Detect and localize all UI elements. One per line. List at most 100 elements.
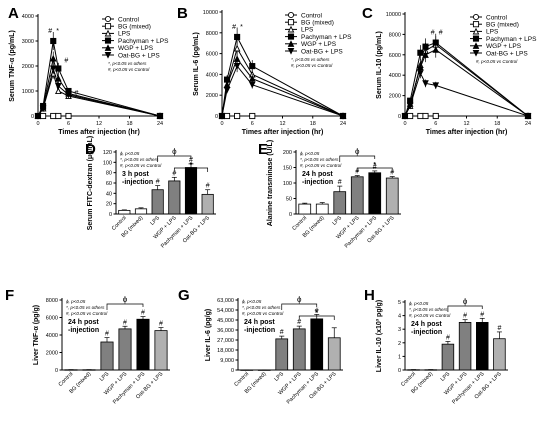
panel-b-significance-note: #, p<0.05 vs Control [291, 63, 333, 68]
panel-e-y-tick-label: 150 [283, 166, 292, 172]
panel-d-bar [201, 193, 214, 215]
panel-g-star-bracket [298, 315, 335, 320]
panel-a-legend-label: Pachyman + LPS [118, 38, 169, 45]
panel-c-x-tick-label: 12 [463, 121, 469, 127]
panel-d-bar [184, 167, 198, 215]
panel-h-bar [476, 321, 489, 371]
panel-a-data-point [65, 91, 72, 99]
panel-a-significance-mark: # [75, 90, 79, 97]
panel-f-y-axis-label: Liver TNF-α (pg/g) [33, 305, 40, 365]
panel-e-star-bracket [356, 167, 393, 172]
panel-h-significance-note: ϕ, p<0.05 [409, 301, 429, 306]
panel-e-chart: E 0 50 100 150 200 Alanine transminase (U/L) Co… [258, 140, 401, 250]
panel-c-legend-label: Control [486, 14, 508, 21]
panel-a-legend-label: WGP + LPS [118, 45, 154, 52]
panel-f-y-tick-label: 6000 [46, 316, 58, 322]
panel-g-y-tick-label: 63,000 [217, 298, 234, 304]
panel-b-y-tick-label: 8000 [206, 31, 218, 37]
panel-h-panel-label: H [364, 287, 375, 304]
panel-a-data-point [55, 87, 62, 95]
panel-e-bar [298, 203, 312, 215]
panel-c-x-tick-label: 6 [434, 121, 437, 127]
panel-h-bar [458, 321, 472, 371]
panel-h-y-tick-label: 1 [398, 354, 401, 360]
panel-d-y-tick-label: 60 [106, 181, 112, 187]
panel-a-legend-marker [104, 23, 112, 30]
panel-a-data-point [55, 82, 62, 90]
panel-h-significance-note: #, p<0.05 vs Control [409, 313, 451, 318]
panel-a-legend-label: Control [118, 16, 140, 23]
panel-b-data-point [233, 63, 241, 70]
panel-a-x-tick-label: 12 [96, 121, 102, 127]
panel-f-panel-label: F [5, 287, 14, 304]
panel-a-legend-marker [104, 51, 112, 59]
panel-a-series-5 [34, 62, 164, 120]
panel-c-legend-marker [472, 21, 480, 28]
panel-c-data-point [432, 46, 440, 53]
panel-g-panel-label: G [178, 287, 190, 304]
panel-d-significance-note: *, p<0.05 vs others [120, 157, 159, 162]
panel-c-legend-label: Pachyman + LPS [486, 36, 537, 43]
panel-e-panel-label: E [258, 141, 268, 158]
panel-b-significance-mark: * [240, 24, 243, 31]
panel-b-data-point [248, 81, 256, 89]
panel-b-panel-label: B [177, 5, 188, 22]
panel-c-x-tick-label: 18 [494, 121, 500, 127]
panel-h-y-tick-label: 5 [398, 300, 401, 306]
panel-e-significance-note: *, p<0.05 vs others [300, 157, 339, 162]
panel-h-annotation-line2: -injection [411, 329, 442, 336]
panel-f-category-label: LPS [99, 371, 111, 383]
panel-a-y-tick-label: 3000 [22, 39, 34, 45]
panel-h-phi-mark: ϕ [463, 297, 468, 306]
panel-g-significance-mark: # [297, 319, 301, 326]
panel-a-data-point [156, 112, 164, 120]
panel-a-legend-marker [104, 37, 112, 44]
panel-e-bar [333, 191, 347, 215]
panel-d-y-tick-label: 120 [103, 150, 112, 156]
panel-c-legend-label: Oat-BG + LPS [486, 50, 528, 57]
panel-g-annotation: 24 h post [244, 319, 275, 326]
panel-g-y-tick-label: 27,000 [217, 338, 234, 344]
panel-d-y-axis-label: Serum FITC-dextran (μg/mL) [87, 136, 94, 231]
panel-f-significance-note: ϕ, p<0.05 [66, 299, 86, 304]
panel-a-y-tick-label: 0 [31, 114, 34, 120]
panel-e-bar [368, 172, 382, 215]
panel-h-y-tick-label: 0 [398, 368, 401, 374]
panel-f-bar [100, 341, 114, 371]
panel-c-y-tick-label: 2000 [389, 94, 401, 100]
panel-g-y-tick-label: 18,000 [217, 348, 234, 354]
panel-b-legend-label: WGP + LPS [301, 41, 337, 48]
panel-c-y-tick-label: 6000 [389, 53, 401, 59]
panel-d-chart: D 0 20 40 60 80 100 120 Serum FITC-dextran (μg/m… [85, 136, 216, 250]
panel-a-legend-label: LPS [118, 31, 131, 38]
panel-b-x-tick-label: 18 [310, 121, 316, 127]
panel-c-y-tick-label: 8000 [389, 32, 401, 38]
panel-a-data-point [50, 37, 57, 45]
panel-d-significance-note: #, p<0.05 vs Control [120, 163, 162, 168]
panel-b-legend-label: LPS [301, 27, 314, 34]
panel-e-bar [350, 176, 364, 215]
panel-h-significance-mark: # [480, 311, 484, 318]
panel-a-panel-label: A [8, 5, 19, 22]
panel-e-significance-mark: # [338, 179, 342, 186]
panel-f-annotation: 24 h post [68, 319, 99, 326]
panel-c-data-point [417, 49, 424, 56]
panel-a-y-tick-label: 2000 [22, 64, 34, 70]
panel-b-y-tick-label: 2000 [206, 93, 218, 99]
panel-e-significance-note: ϕ, p<0.05 [300, 151, 320, 156]
panel-a-y-tick-label: 1000 [22, 89, 34, 95]
panel-f-y-tick-label: 8000 [46, 298, 58, 304]
panel-h-category-label: LPS [440, 371, 452, 383]
panel-f-chart: F 0 2000 4000 6000 8000 Liver TNF-α (pg/g) Cont… [5, 287, 170, 406]
panel-b-legend-label: BG (mixed) [301, 20, 334, 27]
panel-d-y-tick-label: 80 [106, 171, 112, 177]
panel-b-legend-marker [287, 19, 295, 26]
panel-g-bar [275, 338, 289, 371]
panel-c-legend-marker [472, 42, 480, 49]
panel-f-y-tick-label: 0 [55, 368, 58, 374]
panel-e-y-tick-label: 100 [283, 181, 292, 187]
panel-h-significance-mark: # [446, 334, 450, 341]
panel-g-bar [310, 318, 324, 371]
panel-d-significance-mark: # [189, 157, 193, 164]
panel-c-panel-label: C [362, 5, 373, 22]
